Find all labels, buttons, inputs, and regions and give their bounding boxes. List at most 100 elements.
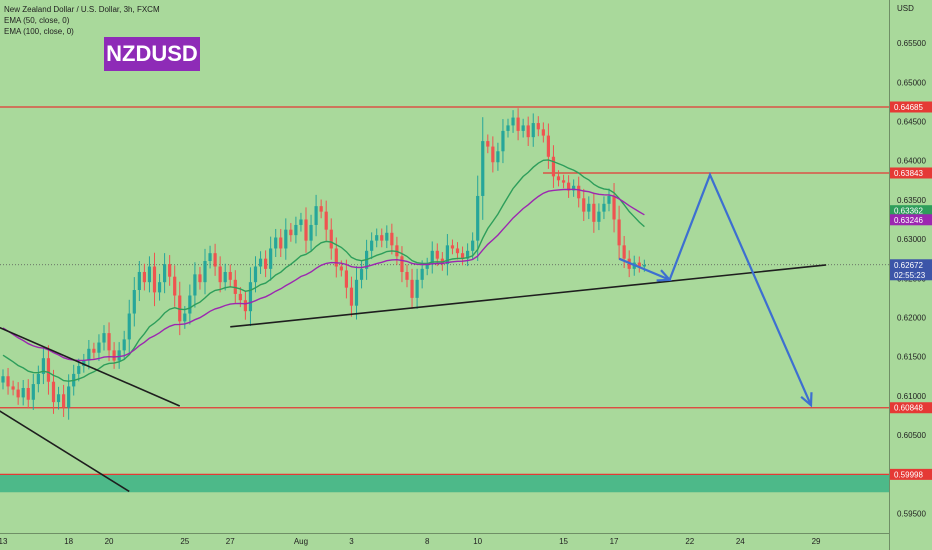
- candle-body: [359, 268, 364, 280]
- candle: [385, 225, 389, 249]
- candle-body: [319, 206, 323, 212]
- x-tick-label: 29: [812, 537, 821, 546]
- candle-body: [592, 203, 596, 222]
- candle: [6, 367, 10, 395]
- candle-body: [567, 182, 571, 191]
- candle-body: [31, 384, 35, 400]
- x-tick-label: 25: [180, 537, 189, 546]
- candle: [592, 192, 596, 233]
- candle-body: [56, 394, 61, 403]
- candle: [597, 203, 601, 231]
- candle: [572, 179, 576, 197]
- symbol-badge: NZDUSD: [104, 37, 200, 71]
- candle-body: [410, 279, 414, 298]
- candle-body: [117, 350, 121, 361]
- projection-path[interactable]: [618, 171, 813, 406]
- candle: [567, 175, 571, 198]
- candle-body: [546, 135, 550, 157]
- candle-body: [450, 245, 455, 249]
- candle: [51, 369, 56, 414]
- y-tick-label: 0.63500: [897, 196, 926, 205]
- candle: [1, 369, 5, 390]
- candle: [531, 113, 535, 147]
- candle: [92, 342, 96, 359]
- price-tag-ema100: 0.63246: [890, 214, 932, 226]
- price-tag-ema50-text: 0.63362: [894, 207, 923, 216]
- candle: [607, 188, 611, 212]
- candle-body: [183, 313, 187, 322]
- candle: [112, 342, 116, 369]
- x-tick-label: 20: [105, 537, 114, 546]
- candle: [435, 243, 439, 267]
- candle: [299, 212, 303, 232]
- candle-body: [228, 271, 232, 280]
- candle-body: [617, 219, 621, 246]
- price-tag-support-low-text: 0.60848: [894, 404, 923, 413]
- candle-body: [405, 271, 409, 280]
- candle-body: [435, 250, 439, 259]
- candle: [410, 268, 414, 309]
- ema100-legend: EMA (100, close, 0): [4, 27, 74, 36]
- candle-body: [107, 333, 111, 351]
- candle: [21, 379, 25, 406]
- candle-body: [561, 180, 566, 183]
- y-tick-label: 0.64500: [897, 117, 926, 126]
- x-tick-label: 22: [685, 537, 694, 546]
- candle: [425, 257, 429, 276]
- candle-body: [577, 185, 581, 199]
- candle-body: [279, 237, 283, 249]
- x-tick-label: 24: [736, 537, 745, 546]
- candle-body: [77, 366, 81, 374]
- candle-body: [516, 117, 520, 131]
- ema100-line: [2, 188, 645, 362]
- candle-body: [203, 261, 207, 283]
- candle: [82, 353, 86, 373]
- candle-body: [486, 141, 490, 147]
- price-tag-last-bg: [890, 259, 932, 281]
- candle-body: [582, 198, 586, 212]
- candle-body: [213, 253, 217, 267]
- price-tag-last-text: 0.62672: [894, 261, 923, 270]
- support-zone: [0, 474, 889, 493]
- candle: [97, 334, 101, 361]
- candle-body: [607, 195, 611, 204]
- candle: [157, 273, 162, 301]
- falling-trendline-lower[interactable]: [0, 410, 130, 493]
- candle: [390, 223, 394, 255]
- price-tag-support-low: 0.60848: [890, 402, 932, 414]
- candle: [188, 284, 192, 325]
- candle-body: [294, 224, 298, 236]
- candle-body: [420, 268, 424, 280]
- candle-body: [430, 250, 434, 265]
- candle-body: [87, 348, 91, 361]
- candle: [62, 384, 66, 417]
- candle-body: [274, 237, 278, 249]
- candle-body: [380, 235, 384, 241]
- candle: [218, 256, 222, 293]
- candle-body: [344, 270, 348, 288]
- price-tag-support-low-bg: [890, 402, 932, 414]
- candle-body: [188, 295, 192, 314]
- candle-body: [218, 266, 222, 283]
- candle: [274, 228, 278, 258]
- candle: [445, 234, 449, 276]
- candle-body: [471, 240, 475, 251]
- y-tick-label: 0.61500: [897, 353, 926, 362]
- falling-trendline-upper[interactable]: [0, 326, 181, 407]
- candle-body: [102, 333, 106, 343]
- candle: [117, 342, 121, 369]
- candle: [163, 253, 167, 294]
- candle-body: [466, 250, 470, 259]
- price-tag-support-zone-top-text: 0.59998: [894, 470, 923, 479]
- x-tick-label: 18: [64, 537, 73, 546]
- price-axis-unit: USD: [897, 4, 914, 13]
- rising-trendline[interactable]: [230, 264, 827, 328]
- candle: [319, 199, 323, 219]
- candle: [309, 214, 313, 251]
- candle-body: [526, 125, 530, 138]
- candle-body: [132, 290, 136, 314]
- candle: [178, 281, 182, 336]
- candle: [375, 228, 379, 248]
